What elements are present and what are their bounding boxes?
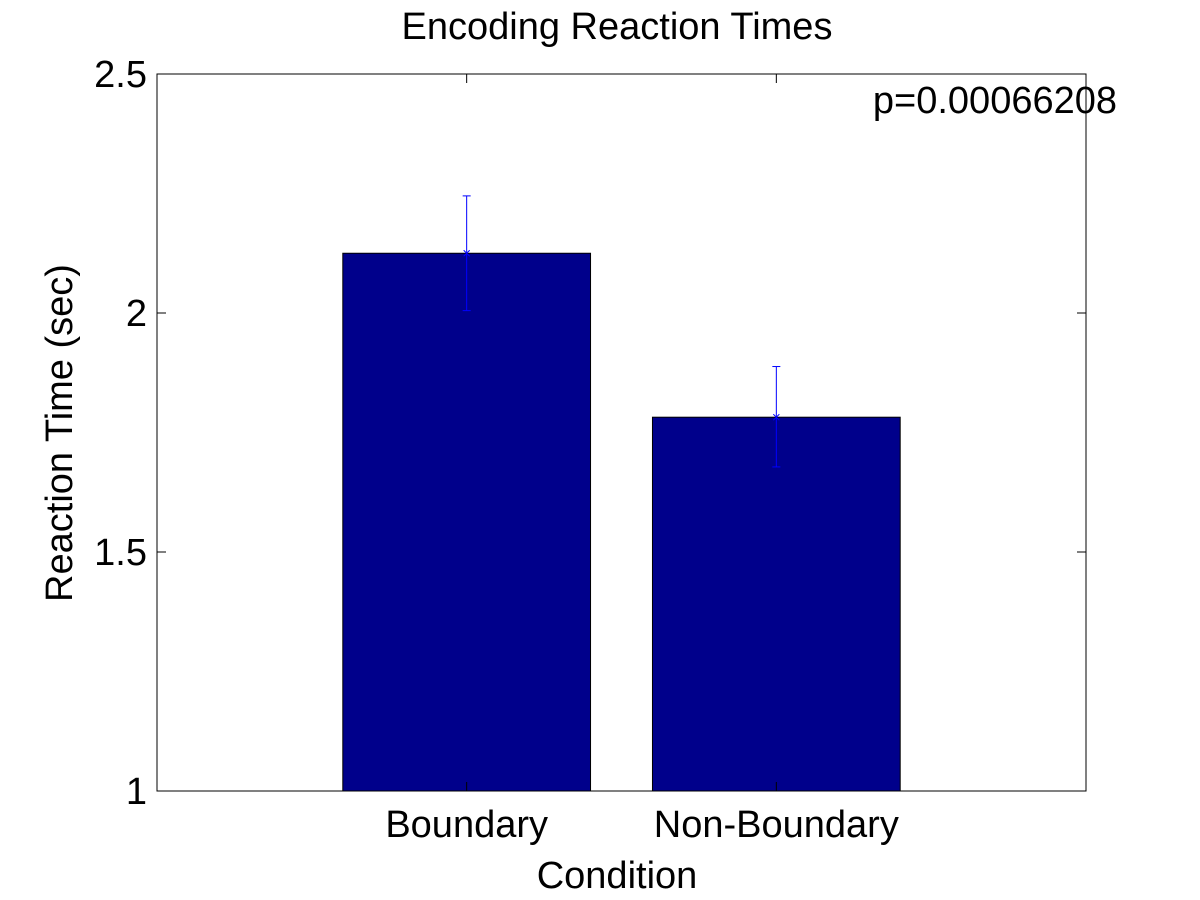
tick-labels: Boundary Non-Boundary 1 1.5 2 2.5 [94, 54, 899, 846]
axes [156, 73, 1087, 792]
x-tick-label: Boundary [385, 804, 548, 846]
y-axis-label: Reaction Time (sec) [39, 264, 81, 602]
y-tick-label: 1.5 [94, 532, 147, 574]
plot-frame [156, 73, 1087, 792]
p-value-annotation: p=0.00066208 [873, 80, 1117, 122]
y-tick-label: 2 [126, 293, 147, 335]
y-tick-label: 1 [126, 771, 147, 813]
bar-non-boundary [651, 416, 901, 792]
chart-title: Encoding Reaction Times [402, 6, 833, 48]
y-tick-label: 2.5 [94, 54, 147, 96]
x-axis-label: Condition [537, 855, 698, 897]
error-bar-non-boundary [772, 366, 781, 468]
bars [342, 252, 901, 792]
bar-boundary [342, 252, 592, 792]
error-bars [462, 195, 781, 468]
error-bar-boundary [462, 195, 471, 312]
x-tick-label: Non-Boundary [654, 804, 899, 846]
